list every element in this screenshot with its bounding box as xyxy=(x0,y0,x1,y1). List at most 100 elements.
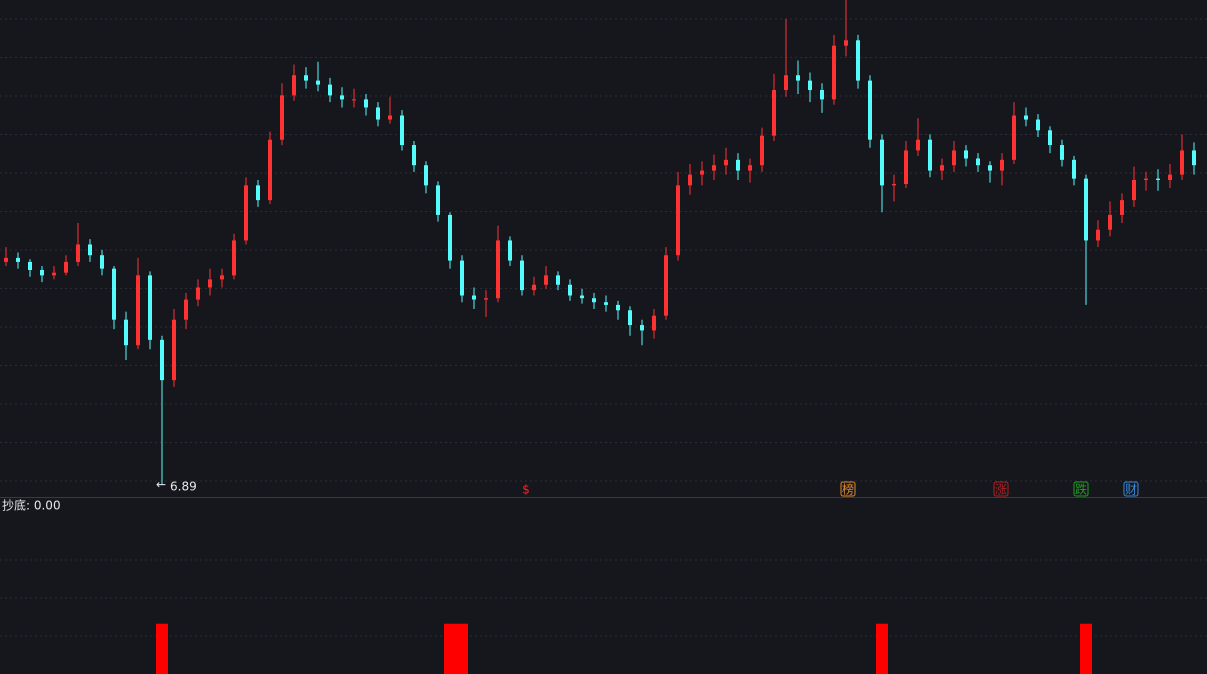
candle-body xyxy=(88,244,92,256)
candle-body xyxy=(940,165,944,171)
candle-body xyxy=(1108,214,1112,230)
candle-body xyxy=(868,80,872,140)
candle-body xyxy=(160,339,164,381)
candle-body xyxy=(220,275,224,280)
candle-body xyxy=(40,269,44,276)
candle-body xyxy=(700,170,704,175)
candle-body xyxy=(964,150,968,159)
candle-body xyxy=(736,159,740,171)
candle-body xyxy=(652,315,656,331)
candle-body xyxy=(100,255,104,269)
candle-body xyxy=(1168,174,1172,180)
candle-body xyxy=(76,244,80,262)
candle-body xyxy=(520,260,524,291)
candle-body xyxy=(844,40,848,46)
candle-body xyxy=(460,260,464,296)
candle-body xyxy=(268,139,272,201)
candle-body xyxy=(424,165,428,186)
candle-body xyxy=(292,75,296,96)
candle-body xyxy=(484,298,488,300)
marker-label: $ xyxy=(522,483,530,497)
candle-body xyxy=(1096,229,1100,241)
candle-body xyxy=(16,257,20,262)
candle-body xyxy=(232,240,236,276)
candle-body xyxy=(760,135,764,166)
candle-body xyxy=(916,139,920,151)
indicator-bar xyxy=(156,623,168,674)
candle-body xyxy=(364,99,368,108)
candle-body xyxy=(172,319,176,381)
candle-body xyxy=(1132,179,1136,201)
indicator-title: 抄底: 0.00 xyxy=(2,498,61,513)
marker-box xyxy=(840,481,856,497)
candle-body xyxy=(628,310,632,326)
candle-body xyxy=(340,95,344,100)
candle-body xyxy=(112,268,116,320)
candle-body xyxy=(472,295,476,300)
candle-body xyxy=(436,185,440,215)
candle-body xyxy=(856,40,860,81)
candle-body xyxy=(1192,150,1196,166)
candle-body xyxy=(400,115,404,146)
low-arrow: ← xyxy=(156,477,166,491)
candle-body xyxy=(376,107,380,120)
candle-body xyxy=(820,89,824,100)
marker-box xyxy=(993,481,1009,497)
candle-body xyxy=(64,261,68,273)
candle-body xyxy=(952,150,956,166)
candle-body xyxy=(1144,178,1148,180)
low-label: 6.89 xyxy=(170,479,197,493)
candle-body xyxy=(52,272,56,276)
candle-body xyxy=(1000,159,1004,171)
candle-body xyxy=(496,240,500,299)
candle-body xyxy=(808,80,812,90)
candle-body xyxy=(1012,115,1016,160)
candle-body xyxy=(1048,130,1052,146)
candle-body xyxy=(604,302,608,305)
candle-body xyxy=(772,89,776,136)
candle-body xyxy=(184,299,188,320)
candle-body xyxy=(136,275,140,346)
marker-label: 榜 xyxy=(842,482,854,497)
candle-body xyxy=(124,319,128,346)
candle-body xyxy=(1024,115,1028,120)
candle-body xyxy=(508,240,512,261)
candle-body xyxy=(976,158,980,166)
marker-box xyxy=(1123,481,1139,497)
indicator-bar xyxy=(1080,623,1092,674)
candle-body xyxy=(904,150,908,185)
candle-body xyxy=(1180,150,1184,175)
candle-body xyxy=(28,261,32,270)
marker-label: 跌 xyxy=(1075,482,1087,497)
candle-body xyxy=(280,95,284,140)
candle-body xyxy=(1072,159,1076,179)
indicator-bar xyxy=(456,623,468,674)
candle-body xyxy=(832,45,836,100)
candle-body xyxy=(748,165,752,171)
candle-body xyxy=(448,214,452,261)
candle-body xyxy=(928,139,932,171)
marker-label: 涨 xyxy=(995,482,1007,497)
indicator-bar xyxy=(444,623,456,674)
candle-body xyxy=(784,75,788,90)
candle-body xyxy=(244,185,248,241)
candle-body xyxy=(412,145,416,166)
candle-body xyxy=(1060,145,1064,160)
candle-body xyxy=(556,275,560,285)
candle-body xyxy=(688,174,692,186)
candle-body xyxy=(352,99,356,101)
candle-body xyxy=(724,159,728,166)
indicator-bar xyxy=(876,623,888,674)
candle-body xyxy=(640,325,644,331)
candle-body xyxy=(880,139,884,186)
candle-body xyxy=(664,255,668,316)
candle-body xyxy=(208,279,212,288)
candle-body xyxy=(544,275,548,285)
candle-body xyxy=(592,298,596,303)
candle-body xyxy=(1036,119,1040,131)
candle-body xyxy=(328,84,332,96)
candle-body xyxy=(712,165,716,171)
marker-label: 财 xyxy=(1125,483,1137,497)
